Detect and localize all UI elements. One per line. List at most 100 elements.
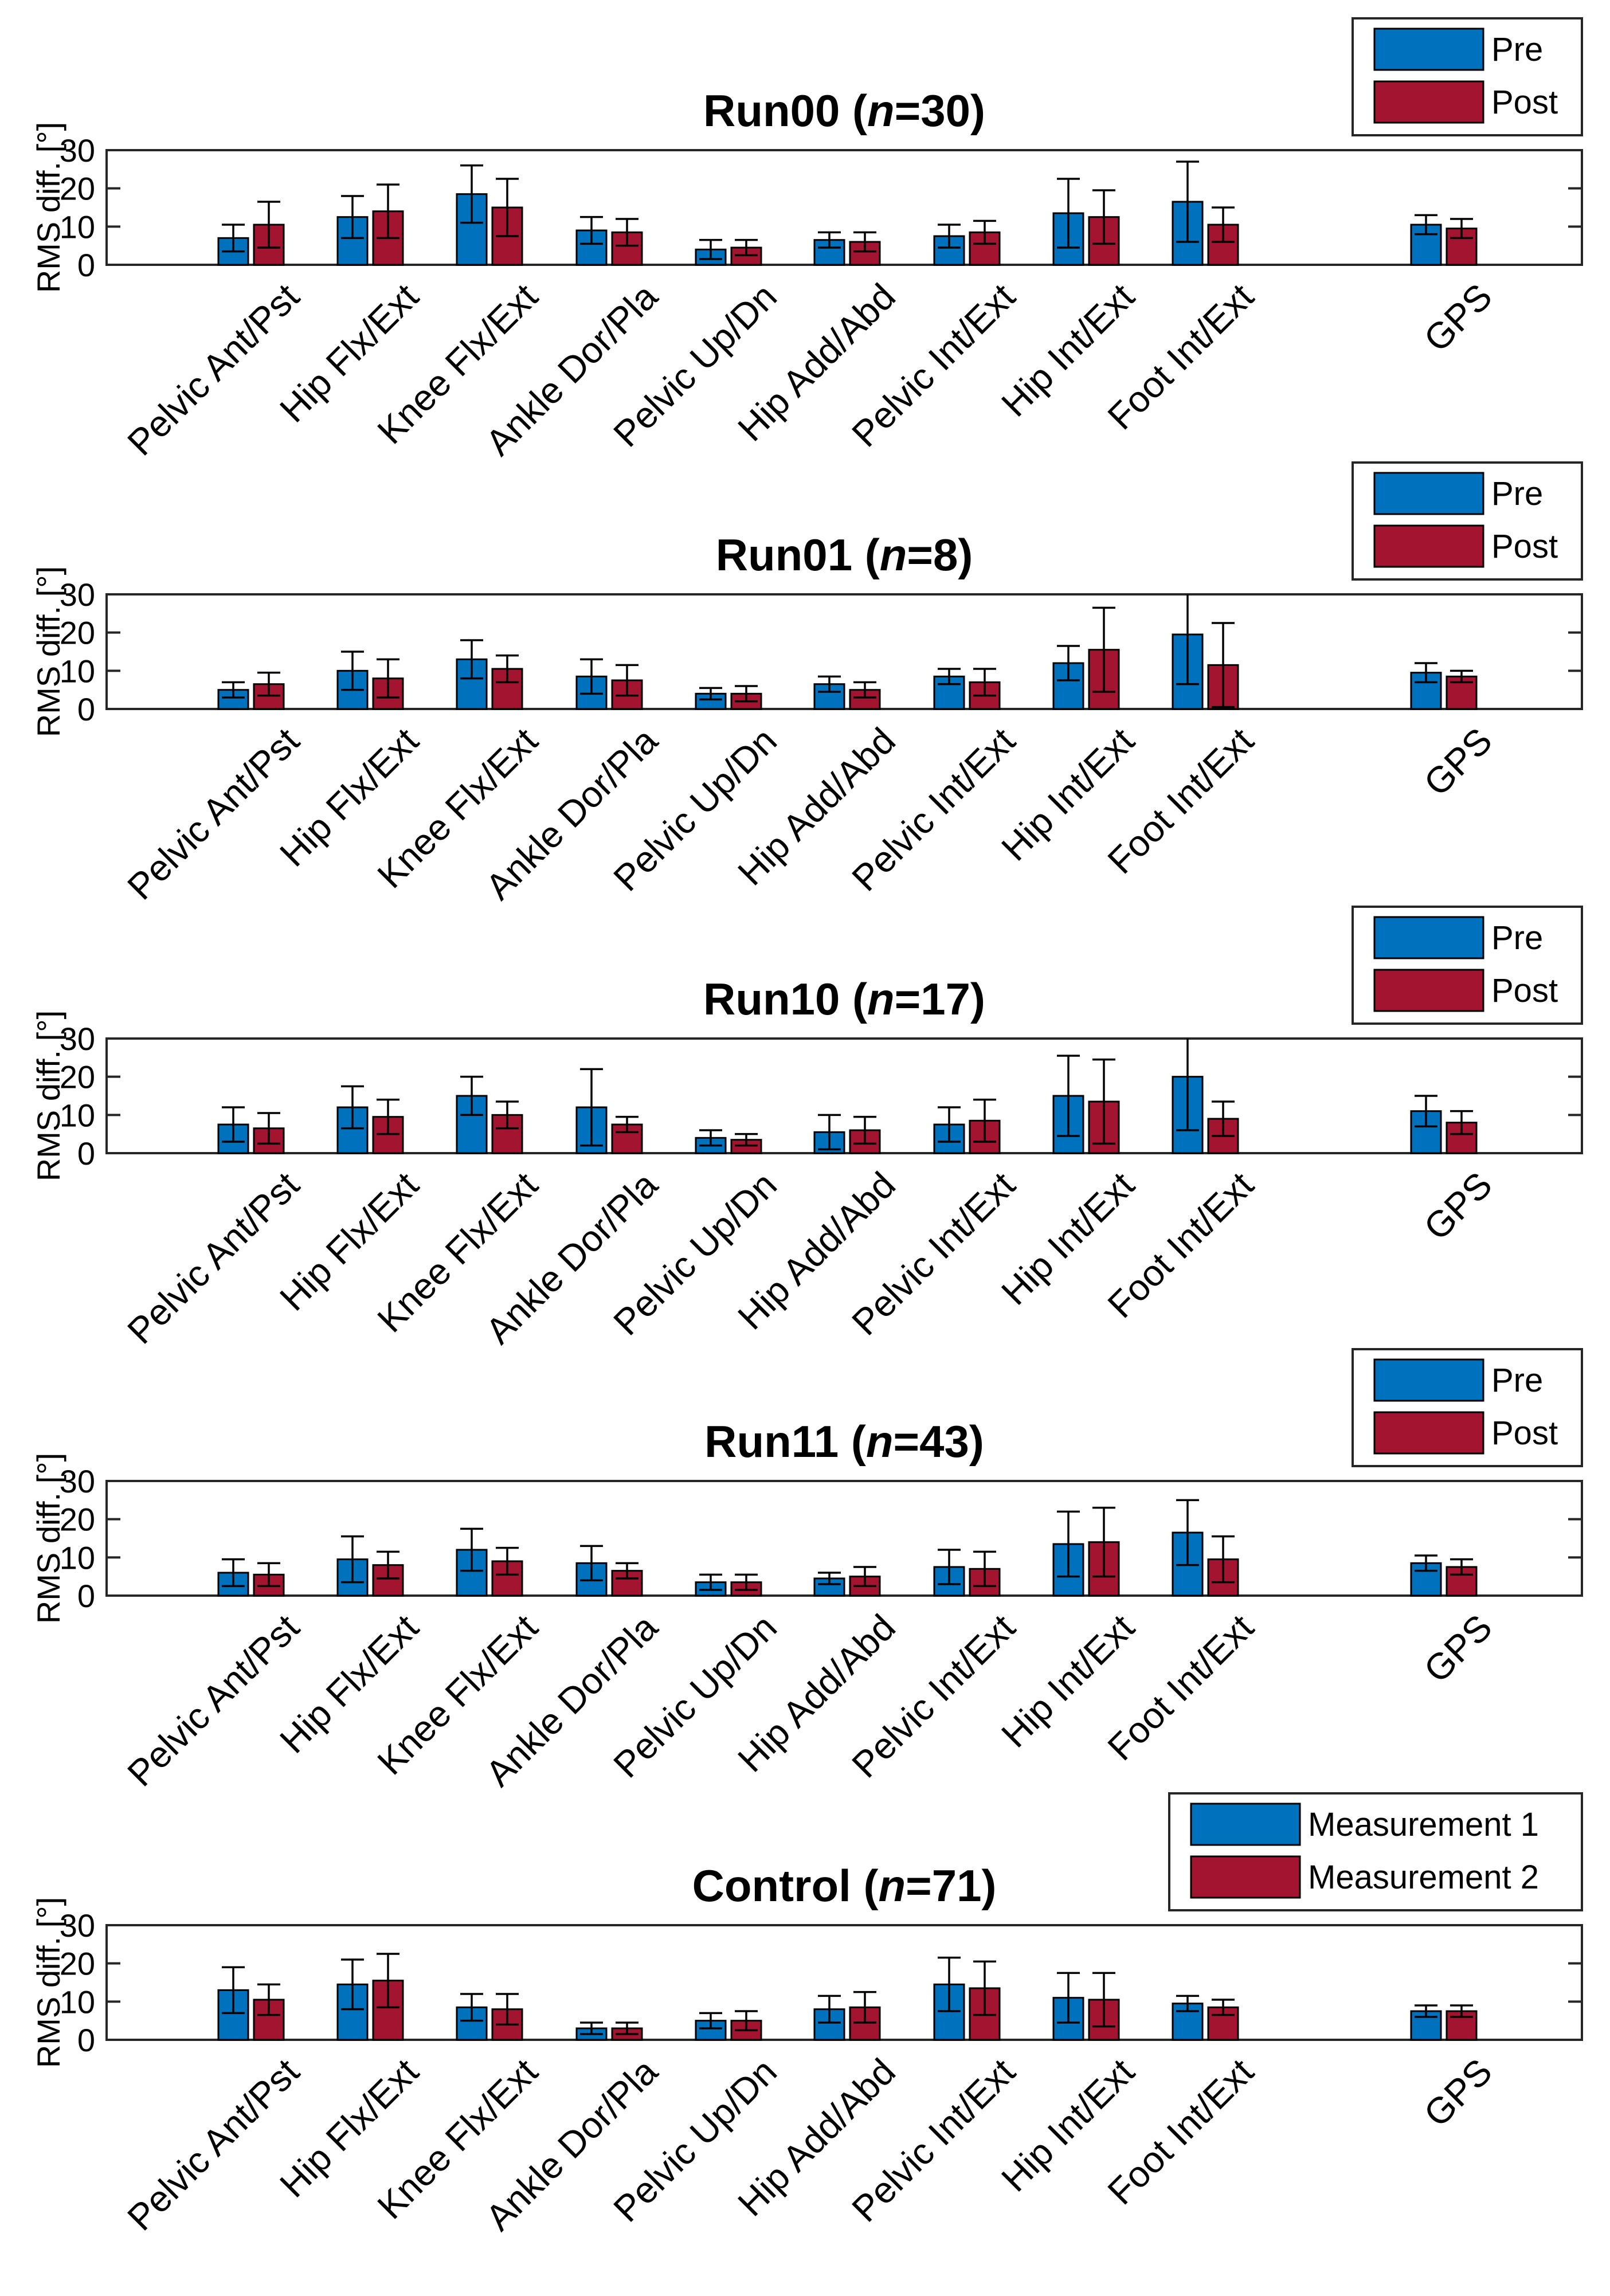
legend-swatch-2 <box>1190 1855 1301 1899</box>
y-tick-label: 0 <box>77 691 95 727</box>
bar-series1 <box>456 1549 488 1597</box>
title-n-value: =43 <box>894 1416 969 1467</box>
title-n-value: =30 <box>895 85 970 136</box>
legend-label-1: Pre <box>1491 1362 1543 1399</box>
y-tick-label: 0 <box>77 247 95 283</box>
legend-swatch-1 <box>1190 1803 1301 1846</box>
legend: Pre Post <box>1352 1348 1583 1467</box>
panel-title: Run01 (n=8) <box>716 530 973 580</box>
y-tick-label: 0 <box>77 1135 95 1171</box>
y-tick-label: 30 <box>60 1907 95 1944</box>
y-axis-label: RMS diff. [°] <box>30 1010 66 1181</box>
y-tick-label: 30 <box>60 1021 95 1057</box>
bar-series1 <box>575 229 608 266</box>
y-tick-label: 20 <box>60 1502 95 1538</box>
x-tick-label: GPS <box>1416 720 1499 804</box>
y-tick-label: 20 <box>60 171 95 207</box>
title-main: Run11 <box>704 1416 839 1467</box>
legend-swatch-2 <box>1373 80 1484 124</box>
panel-title: Run11 (n=43) <box>704 1416 984 1467</box>
title-main: Run10 <box>703 974 840 1024</box>
legend-swatch-2 <box>1373 1411 1484 1455</box>
y-tick-label: 20 <box>60 1946 95 1982</box>
y-tick-label: 10 <box>60 1539 95 1576</box>
y-axis-label: RMS diff. [°] <box>30 566 66 737</box>
title-paren-close: ) <box>969 1416 984 1467</box>
y-tick-label: 20 <box>60 1059 95 1095</box>
panel-title: Run10 (n=17) <box>703 974 985 1024</box>
legend-label-1: Pre <box>1491 475 1543 512</box>
legend-swatch-2 <box>1373 524 1484 568</box>
title-n: n <box>880 530 907 580</box>
y-tick-label: 0 <box>77 2022 95 2058</box>
legend: Pre Post <box>1352 17 1583 136</box>
title-n: n <box>867 85 895 136</box>
x-tick-label: GPS <box>1416 276 1499 359</box>
panel-title: Run00 (n=30) <box>703 85 985 136</box>
y-tick-label: 30 <box>60 577 95 613</box>
legend-swatch-1 <box>1373 1358 1484 1402</box>
x-tick-label: Pelvic Ant/Pst <box>119 1607 307 1795</box>
y-tick-label: 20 <box>60 615 95 651</box>
x-tick-label: Pelvic Ant/Pst <box>119 276 307 464</box>
legend-swatch-1 <box>1373 916 1484 959</box>
y-axis-label: RMS diff. [°] <box>30 1453 66 1624</box>
legend-label-1: Pre <box>1491 919 1543 957</box>
x-tick-label: Pelvic Ant/Pst <box>119 2051 307 2239</box>
bar-series1 <box>336 1983 369 2041</box>
title-n-value: =71 <box>906 1860 981 1911</box>
title-n: n <box>878 1860 906 1911</box>
title-paren-open: ( <box>852 530 880 580</box>
title-paren-open: ( <box>851 1860 879 1911</box>
title-paren-close: ) <box>970 974 985 1024</box>
title-n-value: =8 <box>907 530 958 580</box>
y-axis-label: RMS diff. [°] <box>30 1897 66 2068</box>
title-main: Run01 <box>716 530 852 580</box>
y-axis-label: RMS diff. [°] <box>30 122 66 293</box>
legend-label-1: Measurement 1 <box>1308 1806 1539 1843</box>
y-tick-label: 30 <box>60 132 95 169</box>
legend: Pre Post <box>1352 461 1583 581</box>
legend-swatch-1 <box>1373 472 1484 515</box>
title-n: n <box>866 1416 894 1467</box>
legend-label-2: Post <box>1491 1415 1558 1452</box>
y-tick-label: 10 <box>60 653 95 689</box>
legend-label-2: Measurement 2 <box>1308 1859 1539 1896</box>
legend: Pre Post <box>1352 906 1583 1025</box>
x-tick-label: GPS <box>1416 1164 1499 1248</box>
legend-label-2: Post <box>1491 528 1558 565</box>
title-n-value: =17 <box>895 974 970 1024</box>
y-tick-label: 30 <box>60 1463 95 1499</box>
title-paren-open: ( <box>840 85 867 136</box>
x-tick-label: Pelvic Ant/Pst <box>119 1164 307 1352</box>
x-tick-label: GPS <box>1416 1607 1499 1690</box>
title-paren-close: ) <box>981 1860 996 1911</box>
legend-swatch-2 <box>1373 969 1484 1012</box>
title-paren-open: ( <box>839 1416 866 1467</box>
y-tick-label: 10 <box>60 1984 95 2020</box>
x-tick-label: GPS <box>1416 2051 1499 2134</box>
y-tick-label: 10 <box>60 209 95 245</box>
title-paren-close: ) <box>958 530 973 580</box>
title-main: Control <box>692 1860 851 1911</box>
title-main: Run00 <box>703 85 840 136</box>
legend-swatch-1 <box>1373 28 1484 71</box>
legend-label-2: Post <box>1491 84 1558 121</box>
title-n: n <box>867 974 895 1024</box>
bar-series1 <box>813 1577 845 1597</box>
y-tick-label: 10 <box>60 1097 95 1133</box>
title-paren-close: ) <box>970 85 985 136</box>
legend: Measurement 1 Measurement 2 <box>1168 1792 1583 1911</box>
bar-series1 <box>456 193 488 266</box>
x-tick-label: Pelvic Ant/Pst <box>119 720 307 908</box>
title-paren-open: ( <box>840 974 867 1024</box>
panel-title: Control (n=71) <box>692 1860 997 1911</box>
y-tick-label: 0 <box>77 1578 95 1614</box>
legend-label-2: Post <box>1491 972 1558 1009</box>
